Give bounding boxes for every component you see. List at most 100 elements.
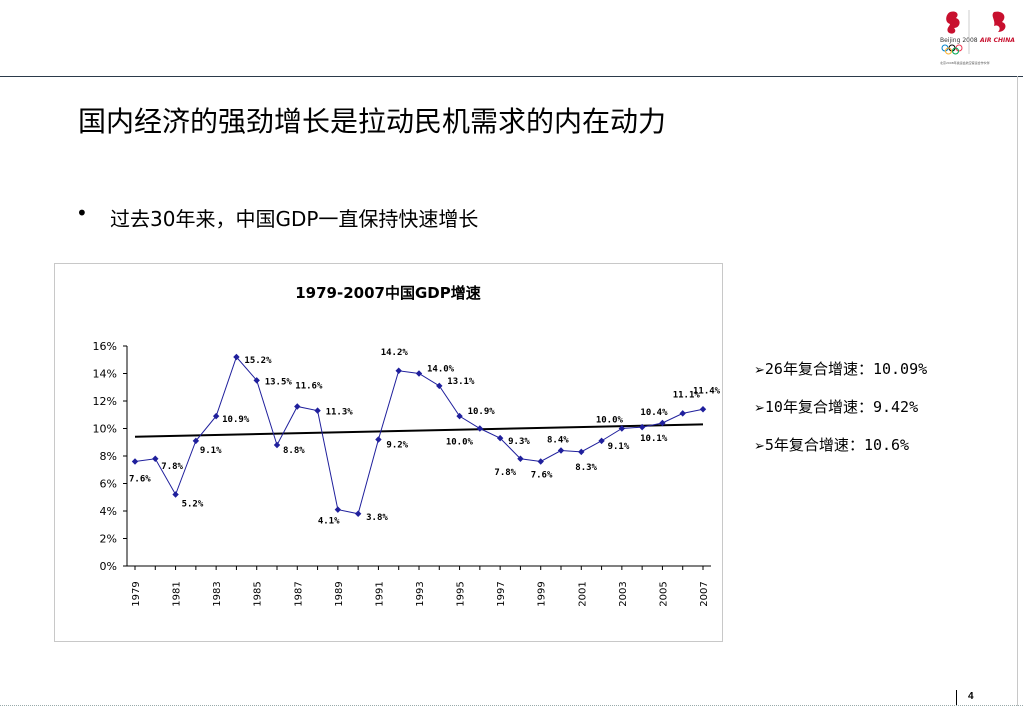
data-label: 3.8% xyxy=(366,513,388,523)
data-label: 8.4% xyxy=(547,436,569,446)
y-tick-label: 0% xyxy=(100,560,117,573)
logo-caption: 北京2008年奥运会航空客运合作伙伴 xyxy=(940,60,990,65)
y-tick-label: 2% xyxy=(100,533,117,546)
data-point xyxy=(375,436,382,443)
gdp-chart: 1979-2007中国GDP增速 0% 2% 4% 6% 8% 10% 12% 14% 16% 1… xyxy=(54,263,723,642)
data-point xyxy=(131,458,139,465)
data-point xyxy=(233,353,240,361)
data-point xyxy=(456,412,463,420)
data-label: 7.6% xyxy=(531,471,553,481)
y-tick-label: 8% xyxy=(100,450,117,463)
data-label: 9.1% xyxy=(608,442,630,452)
trend-line xyxy=(134,423,704,438)
y-tick-label: 4% xyxy=(100,505,117,518)
data-label: 7.8% xyxy=(494,468,516,478)
data-point xyxy=(314,407,321,414)
arrow-bullet-icon: ➢ xyxy=(754,439,765,454)
data-point xyxy=(659,419,666,427)
data-point xyxy=(476,425,484,432)
x-tick-label: 2001 xyxy=(577,581,588,606)
data-label: 11.6% xyxy=(295,382,323,392)
page-number: 4 xyxy=(968,691,974,702)
arrow-bullet-icon: ➢ xyxy=(754,401,765,416)
data-point xyxy=(699,406,707,413)
y-tick-label: 16% xyxy=(93,340,117,353)
y-tick-label: 14% xyxy=(93,368,117,381)
x-tick-label: 1995 xyxy=(456,581,467,606)
data-point xyxy=(152,455,159,462)
side-note-text: 10年复合增速：9.42% xyxy=(764,398,919,416)
right-border xyxy=(1017,76,1018,706)
data-label: 11.3% xyxy=(326,408,354,418)
data-point xyxy=(496,434,504,442)
side-note-text: 5年复合增速：10.6% xyxy=(764,436,910,454)
data-point xyxy=(354,510,362,517)
x-tick-label: 1979 xyxy=(131,581,142,606)
data-label: 15.2% xyxy=(244,356,272,366)
x-tick-label: 1991 xyxy=(374,581,385,606)
data-point xyxy=(395,367,402,374)
data-label: 14.2% xyxy=(381,348,409,358)
data-label: 8.3% xyxy=(575,463,597,473)
header-divider xyxy=(0,76,1023,77)
airchina-logo-text: AIR CHINA xyxy=(979,37,1015,44)
data-label: 8.8% xyxy=(283,446,305,456)
data-label: 10.0% xyxy=(596,416,624,426)
x-tick-label: 2003 xyxy=(618,581,629,606)
data-point xyxy=(598,437,605,445)
data-point xyxy=(253,377,260,384)
data-label: 9.2% xyxy=(386,441,408,451)
data-point xyxy=(172,491,179,498)
bullet-marker: • xyxy=(76,201,88,225)
data-label: 11.1% xyxy=(673,390,701,400)
data-point xyxy=(537,458,544,465)
footer-divider xyxy=(956,690,957,706)
side-note-3: ➢5年复合增速：10.6% xyxy=(754,434,909,455)
data-point xyxy=(557,447,565,454)
data-label: 10.9% xyxy=(222,415,250,425)
data-label: 5.2% xyxy=(182,500,204,510)
chart-title: 1979-2007中国GDP增速 xyxy=(295,284,480,302)
data-point xyxy=(679,410,686,417)
data-point xyxy=(273,441,281,449)
data-point xyxy=(436,382,443,390)
data-label: 10.0% xyxy=(446,438,474,448)
data-point xyxy=(618,425,626,432)
bottom-border xyxy=(0,705,1023,707)
data-point xyxy=(415,370,423,377)
data-point xyxy=(578,448,585,456)
data-label: 9.1% xyxy=(200,446,222,456)
data-label: 13.5% xyxy=(265,377,293,387)
data-point xyxy=(294,403,301,410)
x-tick-label: 1983 xyxy=(212,581,223,606)
side-note-1: ➢26年复合增速：10.09% xyxy=(754,358,927,379)
beijing-logo-text: Beijing 2008 xyxy=(940,37,978,44)
beijing-airchina-logo-icon: Beijing 2008 AIR CHINA 北京2008年奥运会航空客运合作伙… xyxy=(940,10,1015,65)
y-tick-label: 6% xyxy=(100,478,117,491)
data-label: 11.4% xyxy=(693,386,721,396)
sponsor-logo: Beijing 2008 AIR CHINA 北京2008年奥运会航空客运合作伙… xyxy=(936,6,1020,70)
x-tick-label: 2005 xyxy=(658,581,669,606)
data-point xyxy=(517,455,524,462)
data-label: 14.0% xyxy=(427,365,455,375)
gdp-chart-svg: 1979-2007中国GDP增速 0% 2% 4% 6% 8% 10% 12% 14% 16% 1… xyxy=(93,284,721,607)
data-label: 10.4% xyxy=(640,408,668,418)
side-note-text: 26年复合增速：10.09% xyxy=(764,360,928,378)
bullet-text: 过去30年来，中国GDP一直保持快速增长 xyxy=(110,207,479,231)
data-label: 9.3% xyxy=(508,437,530,447)
data-point xyxy=(192,437,200,445)
data-label: 7.6% xyxy=(129,475,151,485)
data-label: 10.1% xyxy=(640,434,668,444)
y-tick-label: 10% xyxy=(93,423,117,436)
x-tick-label: 1985 xyxy=(253,581,264,606)
x-tick-label: 1999 xyxy=(537,581,548,606)
data-label: 7.8% xyxy=(161,462,183,472)
x-tick-label: 1981 xyxy=(172,581,183,606)
data-label: 13.1% xyxy=(447,377,475,387)
side-note-2: ➢10年复合增速：9.42% xyxy=(754,396,918,417)
data-point xyxy=(638,423,646,431)
data-point xyxy=(334,506,342,513)
data-label: 4.1% xyxy=(318,517,340,527)
slide-title: 国内经济的强劲增长是拉动民机需求的内在动力 xyxy=(78,105,667,138)
data-label: 10.9% xyxy=(468,407,496,417)
